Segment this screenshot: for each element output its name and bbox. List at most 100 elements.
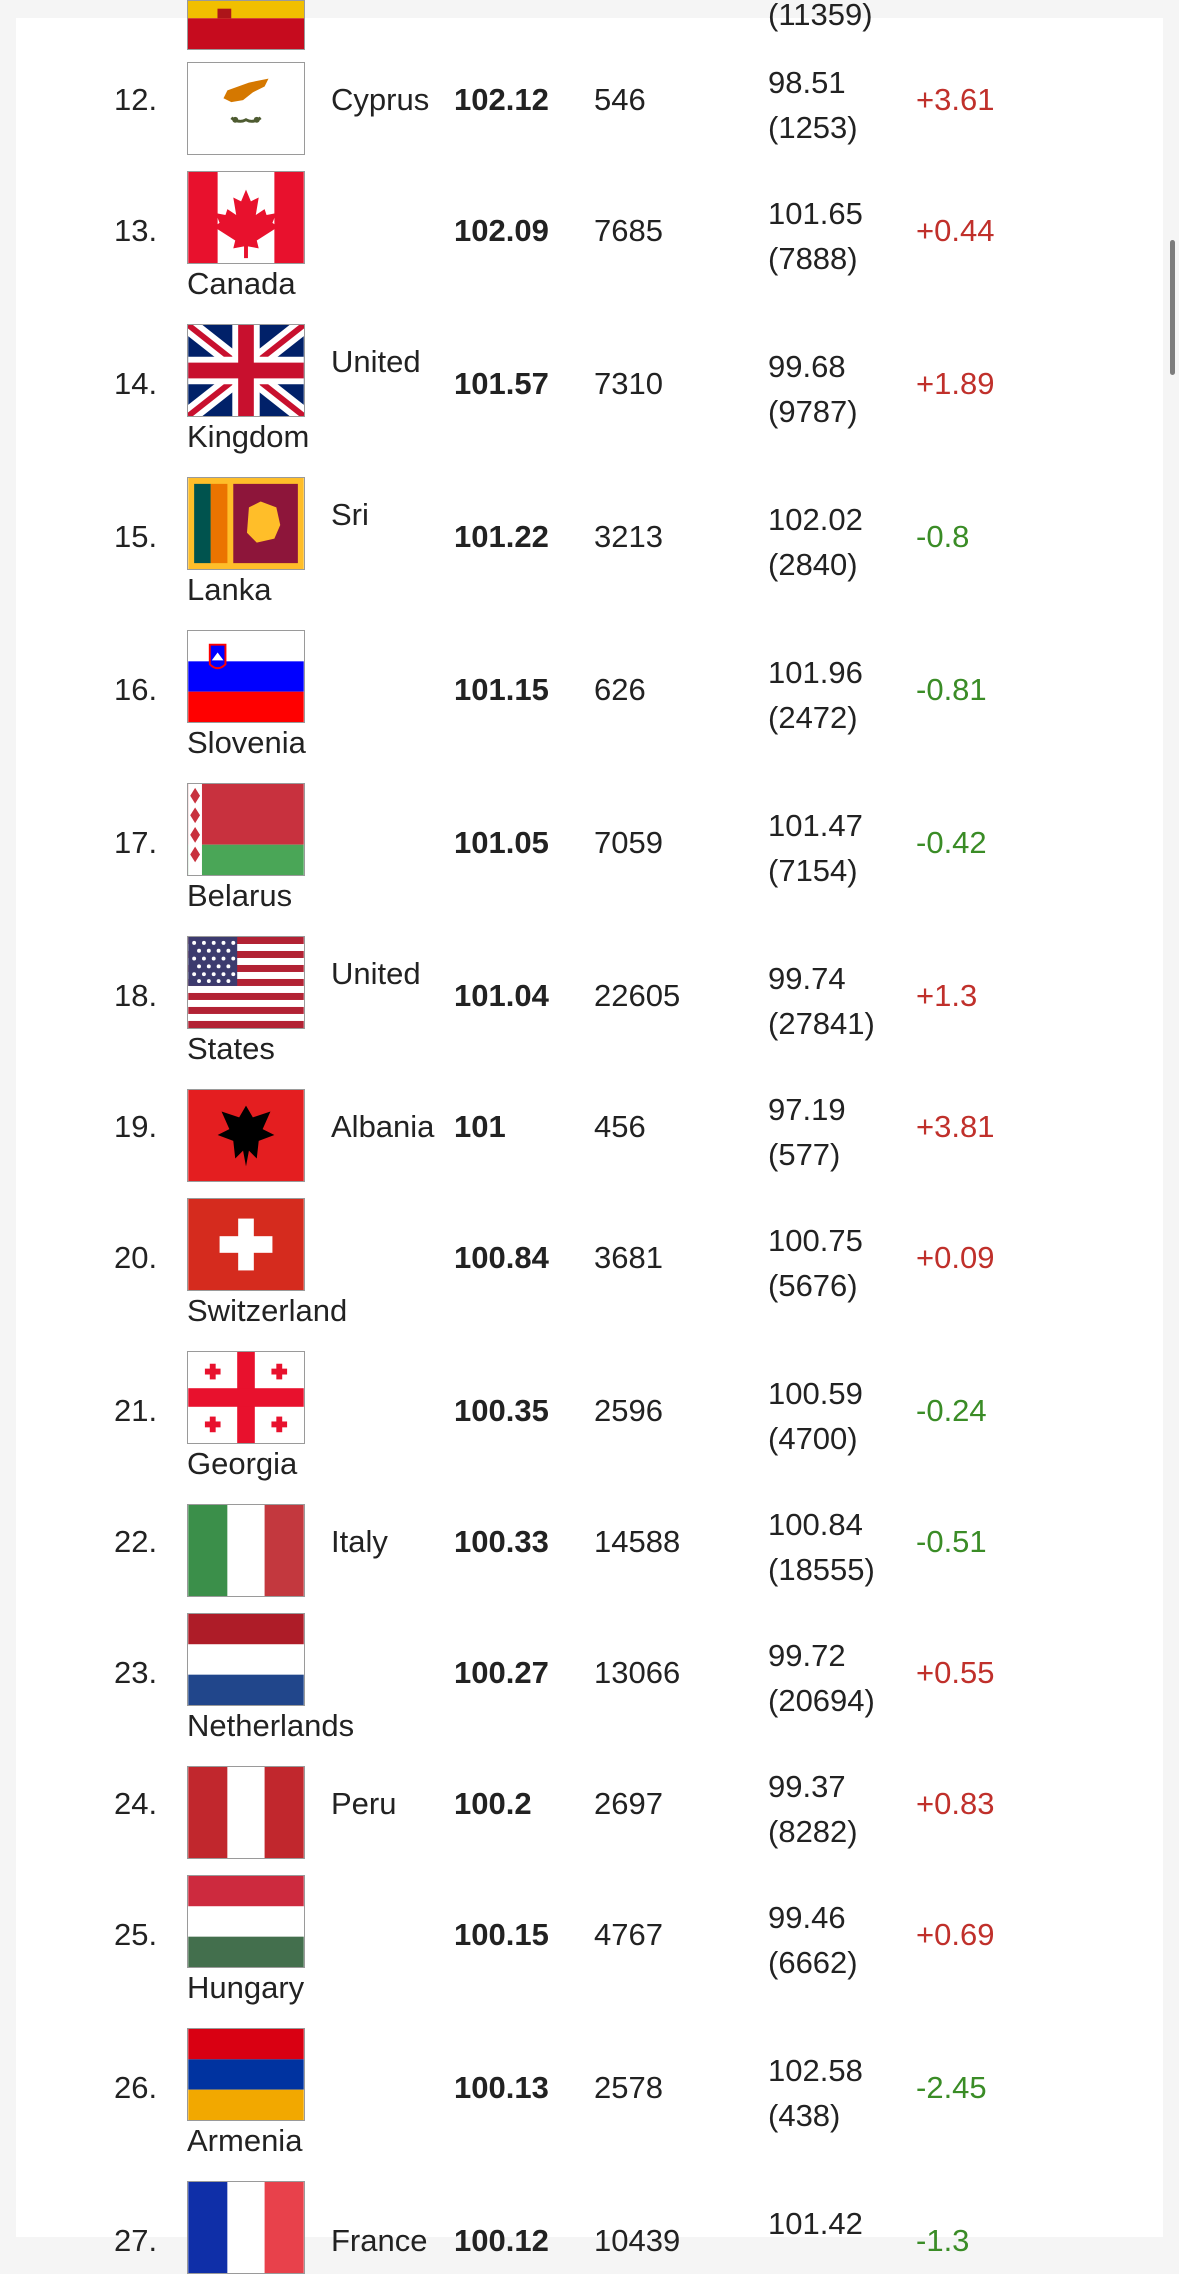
country-name[interactable]: Cyprus (331, 82, 430, 117)
change-value: -0.42 (916, 825, 987, 860)
previous-value: 97.19 (577) (768, 1087, 846, 1177)
country-name-continued[interactable]: States (187, 1031, 275, 1066)
index-value: 102.12 (454, 82, 549, 117)
previous-index: 98.51 (768, 65, 846, 100)
previous-count: (6662) (768, 1945, 858, 1980)
country-name[interactable]: Sri (331, 497, 369, 532)
ranking-table: (11359) 12. Cyprus 102.12 546 98.51 (1253… (16, 0, 1163, 2274)
previous-index: 100.75 (768, 1223, 863, 1258)
change-value: +1.89 (916, 366, 995, 401)
index-value: 102.09 (454, 213, 549, 248)
change-value: -0.24 (916, 1393, 987, 1428)
previous-value: 99.72 (20694) (768, 1633, 875, 1723)
sample-count: 14588 (594, 1524, 681, 1559)
previous-index: 99.46 (768, 1900, 846, 1935)
france-flag-icon (187, 2181, 305, 2274)
change-value: +0.09 (916, 1240, 995, 1275)
sample-count: 7059 (594, 825, 663, 860)
rank: 12. (114, 82, 158, 117)
sample-count: 2697 (594, 1786, 663, 1821)
index-value: 101.22 (454, 519, 549, 554)
previous-index: 102.02 (768, 502, 863, 537)
index-value: 100.35 (454, 1393, 549, 1428)
country-name[interactable]: Netherlands (187, 1708, 355, 1743)
index-value: 100.33 (454, 1524, 549, 1559)
country-name[interactable]: Italy (331, 1524, 388, 1559)
previous-count: (577) (768, 1137, 841, 1172)
country-name[interactable]: Armenia (187, 2123, 303, 2158)
sample-count: 3681 (594, 1240, 663, 1275)
rank: 22. (114, 1524, 158, 1559)
previous-index: 100.59 (768, 1376, 863, 1411)
spain-flag-icon (187, 0, 305, 50)
sample-count: 456 (594, 1109, 646, 1144)
rank: 16. (114, 672, 158, 707)
country-name[interactable]: Albania (331, 1109, 435, 1144)
country-name-continued[interactable]: Lanka (187, 572, 272, 607)
previous-value: 100.75 (5676) (768, 1218, 863, 1308)
switzerland-flag-icon (187, 1198, 305, 1291)
previous-count: (1253) (768, 110, 858, 145)
rank: 21. (114, 1393, 158, 1428)
index-value: 100.2 (454, 1786, 532, 1821)
sample-count: 3213 (594, 519, 663, 554)
previous-value: 100.59 (4700) (768, 1371, 863, 1461)
peru-flag-icon (187, 1766, 305, 1859)
previous-value: 101.96 (2472) (768, 650, 863, 740)
previous-index: 99.68 (768, 349, 846, 384)
previous-index: 100.84 (768, 1507, 863, 1542)
previous-value: 102.58 (438) (768, 2048, 863, 2138)
scrollbar-thumb[interactable] (1170, 240, 1175, 375)
previous-value: 99.74 (27841) (768, 956, 875, 1046)
previous-count: (4700) (768, 1421, 858, 1456)
previous-count: (27841) (768, 1006, 875, 1041)
previous-count: (11359) (768, 0, 873, 32)
change-value: +0.83 (916, 1786, 995, 1821)
country-name[interactable]: France (331, 2223, 428, 2258)
netherlands-flag-icon (187, 1613, 305, 1706)
country-name[interactable]: Canada (187, 266, 296, 301)
previous-value: 99.68 (9787) (768, 344, 858, 434)
previous-index: 99.74 (768, 961, 846, 996)
previous-index: 97.19 (768, 1092, 846, 1127)
change-value: +0.69 (916, 1917, 995, 1952)
country-name[interactable]: Peru (331, 1786, 397, 1821)
rank: 26. (114, 2070, 158, 2105)
rank: 14. (114, 366, 158, 401)
sample-count: 4767 (594, 1917, 663, 1952)
previous-value: 99.46 (6662) (768, 1895, 858, 1985)
cyprus-flag-icon (187, 62, 305, 155)
rank: 13. (114, 213, 158, 248)
previous-value: 100.84 (18555) (768, 1502, 875, 1592)
sample-count: 626 (594, 672, 646, 707)
country-name-continued[interactable]: Kingdom (187, 419, 310, 454)
italy-flag-icon (187, 1504, 305, 1597)
country-name[interactable]: Switzerland (187, 1293, 348, 1328)
index-value: 100.15 (454, 1917, 549, 1952)
scrollbar[interactable] (1165, 0, 1179, 2237)
country-name[interactable]: Hungary (187, 1970, 305, 2005)
rank: 18. (114, 978, 158, 1013)
change-value: -0.51 (916, 1524, 987, 1559)
previous-count: (8282) (768, 1814, 858, 1849)
previous-index: 101.42 (768, 2206, 863, 2241)
united-states-flag-icon (187, 936, 305, 1029)
country-name[interactable]: Slovenia (187, 725, 306, 760)
rank: 19. (114, 1109, 158, 1144)
rank: 24. (114, 1786, 158, 1821)
sample-count: 546 (594, 82, 646, 117)
country-name[interactable]: United (331, 344, 421, 379)
index-value: 101.57 (454, 366, 549, 401)
change-value: +1.3 (916, 978, 978, 1013)
previous-index: 102.58 (768, 2053, 863, 2088)
country-name[interactable]: Belarus (187, 878, 293, 913)
previous-count: (20694) (768, 1683, 875, 1718)
country-name[interactable]: Georgia (187, 1446, 298, 1481)
previous-index: 101.96 (768, 655, 863, 690)
country-name[interactable]: United (331, 956, 421, 991)
sample-count: 10439 (594, 2223, 681, 2258)
index-value: 101 (454, 1109, 506, 1144)
index-value: 100.13 (454, 2070, 549, 2105)
hungary-flag-icon (187, 1875, 305, 1968)
canada-flag-icon (187, 171, 305, 264)
